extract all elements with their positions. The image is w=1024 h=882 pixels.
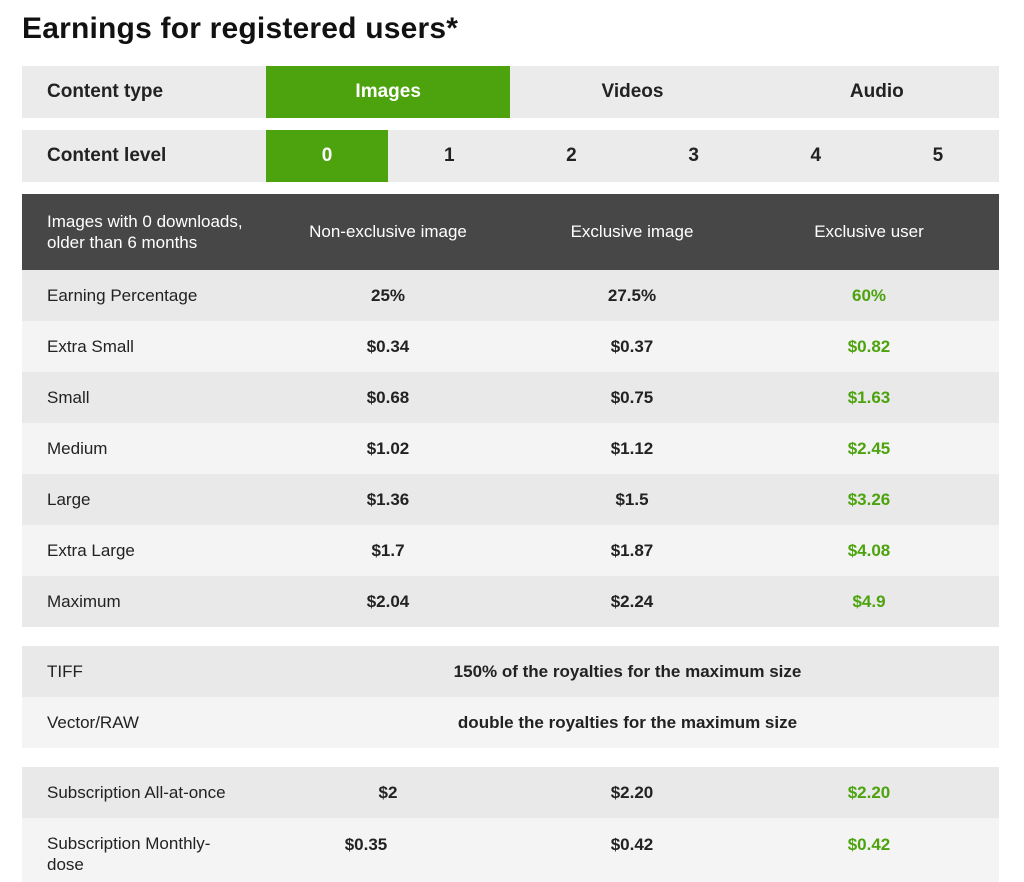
content-type-label: Content type <box>47 81 164 102</box>
content-type-selector: Content type Images Videos Audio <box>22 66 999 118</box>
table-row: Small $0.68 $0.75 $1.63 <box>22 372 999 423</box>
exclusive-user-value: $4.08 <box>847 540 891 560</box>
exclusive-user-value: $2.20 <box>847 782 891 802</box>
content-type-option-audio[interactable]: Audio <box>849 81 904 102</box>
content-type-option-videos[interactable]: Videos <box>601 81 664 102</box>
exclusive-value: $1.12 <box>610 438 654 458</box>
exclusive-value: $1.5 <box>615 489 649 509</box>
non-exclusive-value: $1.7 <box>371 540 405 560</box>
exclusive-user-value: 60% <box>851 285 887 305</box>
row-label: Extra Large <box>47 540 135 560</box>
row-label: Earning Percentage <box>47 285 198 305</box>
row-label: Large <box>47 489 91 509</box>
exclusive-user-value: $1.63 <box>847 387 891 407</box>
row-label: Maximum <box>47 591 121 611</box>
earnings-table: Images with 0 downloads, older than 6 mo… <box>22 194 999 627</box>
exclusive-value: $2.24 <box>610 591 654 611</box>
content-type-options: Images Videos Audio <box>266 66 999 118</box>
table-row: Vector/RAW double the royalties for the … <box>22 697 999 748</box>
exclusive-user-value: $3.26 <box>847 489 891 509</box>
content-level-options: 0 1 2 3 4 5 <box>266 130 999 182</box>
table-row: Medium $1.02 $1.12 $2.45 <box>22 423 999 474</box>
table-row: TIFF 150% of the royalties for the maxim… <box>22 646 999 697</box>
non-exclusive-value: $1.36 <box>366 489 410 509</box>
row-label: Small <box>47 387 90 407</box>
non-exclusive-value: $2.04 <box>366 591 410 611</box>
content-level-label: Content level <box>47 145 167 166</box>
table-row: Extra Large $1.7 $1.87 $4.08 <box>22 525 999 576</box>
table-row: Extra Small $0.34 $0.37 $0.82 <box>22 321 999 372</box>
page-title: Earnings for registered users* <box>22 12 459 45</box>
content-level-selector: Content level 0 1 2 3 4 5 <box>22 130 999 182</box>
format-table: TIFF 150% of the royalties for the maxim… <box>22 646 999 748</box>
exclusive-value: $0.37 <box>610 336 654 356</box>
row-label: TIFF <box>47 661 83 681</box>
exclusive-user-value: $2.45 <box>847 438 891 458</box>
header-exclusive-image: Exclusive image <box>570 222 694 241</box>
row-label: Extra Small <box>47 336 134 356</box>
row-label: Subscription Monthly-dose <box>47 834 211 874</box>
header-non-exclusive-image: Non-exclusive image <box>309 222 467 241</box>
content-type-option-images[interactable]: Images <box>266 66 511 118</box>
exclusive-value: $0.42 <box>610 835 654 854</box>
non-exclusive-value: $2 <box>378 782 398 802</box>
row-label: Vector/RAW <box>47 712 139 732</box>
earnings-table-header: Images with 0 downloads, older than 6 mo… <box>22 194 999 270</box>
content-level-option-4[interactable]: 4 <box>810 145 822 166</box>
exclusive-user-value: $0.82 <box>847 336 891 356</box>
format-value: 150% of the royalties for the maximum si… <box>453 661 802 681</box>
header-description: Images with 0 downloads, older than 6 mo… <box>47 212 243 252</box>
exclusive-value: $1.87 <box>610 540 654 560</box>
content-level-option-2[interactable]: 2 <box>566 145 577 166</box>
exclusive-value: $0.75 <box>610 387 654 407</box>
table-row: Subscription Monthly-dose $0.35 $0.42 $0… <box>22 818 999 882</box>
non-exclusive-value: $0.68 <box>366 387 410 407</box>
content-level-option-0[interactable]: 0 <box>266 130 389 182</box>
exclusive-user-value: $4.9 <box>852 591 886 611</box>
content-level-option-3[interactable]: 3 <box>688 145 699 166</box>
table-row: Earning Percentage 25% 27.5% 60% <box>22 270 999 321</box>
format-value: double the royalties for the maximum siz… <box>457 712 798 732</box>
table-row: Large $1.36 $1.5 $3.26 <box>22 474 999 525</box>
exclusive-value: 27.5% <box>607 285 657 305</box>
content-level-option-5[interactable]: 5 <box>932 145 944 166</box>
row-label: Subscription All-at-once <box>47 782 226 802</box>
header-exclusive-user: Exclusive user <box>814 222 924 241</box>
table-row: Subscription All-at-once $2 $2.20 $2.20 <box>22 767 999 818</box>
exclusive-value: $2.20 <box>610 782 654 802</box>
exclusive-user-value: $0.42 <box>847 835 891 854</box>
row-label: Medium <box>47 438 108 458</box>
non-exclusive-value: 25% <box>370 285 406 305</box>
content-level-option-1[interactable]: 1 <box>443 145 455 166</box>
non-exclusive-value: $0.35 <box>344 835 388 854</box>
table-row: Maximum $2.04 $2.24 $4.9 <box>22 576 999 627</box>
non-exclusive-value: $0.34 <box>366 336 410 356</box>
non-exclusive-value: $1.02 <box>366 438 410 458</box>
subscription-table: Subscription All-at-once $2 $2.20 $2.20 … <box>22 767 999 882</box>
